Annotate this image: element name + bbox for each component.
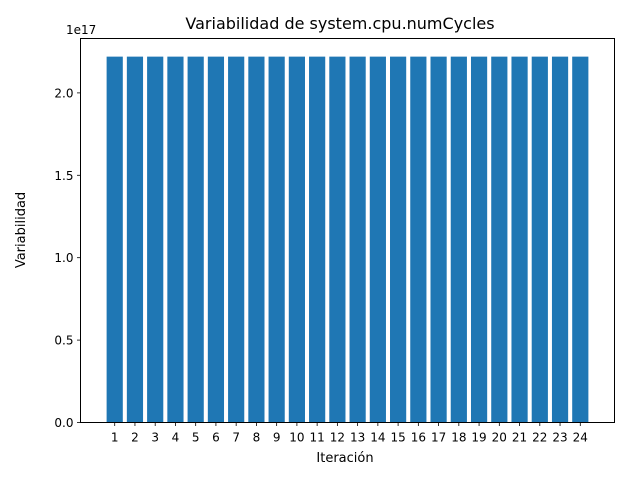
- y-axis-label: Variabilidad: [14, 192, 29, 268]
- bar-1: [106, 56, 123, 423]
- x-tick-label: 13: [350, 431, 365, 445]
- y-tick-label: 1.0: [54, 251, 73, 265]
- x-tick-label: 16: [411, 431, 426, 445]
- x-tick-label: 1: [111, 431, 119, 445]
- bar-11: [309, 56, 326, 423]
- bar-22: [531, 56, 548, 423]
- x-tick-label: 18: [451, 431, 466, 445]
- x-ticks-group: 1 2 3 4 5 6 7 8 9 10 11 12 13 14 15 16 17 18 19 20 21 22 23 24: [111, 422, 588, 445]
- x-tick-label: 12: [330, 431, 345, 445]
- x-tick-label: 8: [253, 431, 261, 445]
- x-tick-label: 22: [532, 431, 547, 445]
- x-tick-label: 20: [492, 431, 507, 445]
- bar-20: [491, 56, 508, 423]
- bar-2: [126, 56, 144, 423]
- x-tick-label: 19: [471, 431, 486, 445]
- x-axis-label: Iteración: [316, 451, 373, 466]
- x-tick-label: 10: [289, 431, 304, 445]
- x-tick-label: 7: [232, 431, 240, 445]
- x-tick-label: 9: [273, 431, 281, 445]
- y-ticks-group: 0.0 0.5 1.0 1.5 2.0: [54, 86, 81, 430]
- bar-23: [551, 56, 569, 423]
- bar-18: [450, 56, 467, 423]
- bar-12: [329, 56, 346, 423]
- y-tick-label: 2.0: [54, 86, 73, 100]
- x-tick-label: 21: [512, 431, 527, 445]
- bar-16: [410, 56, 427, 423]
- x-tick-label: 24: [573, 431, 588, 445]
- bar-14: [369, 56, 386, 423]
- y-offset-label: 1e17: [66, 23, 96, 37]
- bar-13: [349, 56, 366, 423]
- x-tick-label: 3: [151, 431, 159, 445]
- bar-17: [430, 56, 447, 423]
- x-tick-label: 14: [370, 431, 385, 445]
- x-tick-label: 4: [172, 431, 180, 445]
- y-tick-label: 0.0: [54, 416, 73, 430]
- x-tick-label: 15: [390, 431, 405, 445]
- y-tick-label: 1.5: [54, 169, 73, 183]
- bars-group: [106, 56, 589, 423]
- x-tick-label: 23: [552, 431, 567, 445]
- bar-3: [147, 56, 164, 423]
- bar-24: [572, 56, 589, 423]
- bar-4: [167, 56, 184, 423]
- y-tick-label: 0.5: [54, 334, 73, 348]
- bar-19: [470, 56, 488, 423]
- bar-9: [268, 56, 285, 423]
- x-tick-label: 11: [309, 431, 324, 445]
- bar-7: [228, 56, 245, 423]
- bar-8: [248, 56, 265, 423]
- bar-5: [187, 56, 204, 423]
- bar-21: [511, 56, 528, 423]
- x-tick-label: 6: [212, 431, 220, 445]
- x-tick-label: 17: [431, 431, 446, 445]
- bar-10: [288, 56, 305, 423]
- x-tick-label: 2: [131, 431, 139, 445]
- bar-6: [207, 56, 225, 423]
- chart-title: Variabilidad de system.cpu.numCycles: [185, 14, 494, 33]
- plot-frame: [80, 38, 615, 423]
- x-tick-label: 5: [192, 431, 200, 445]
- bar-15: [390, 56, 407, 423]
